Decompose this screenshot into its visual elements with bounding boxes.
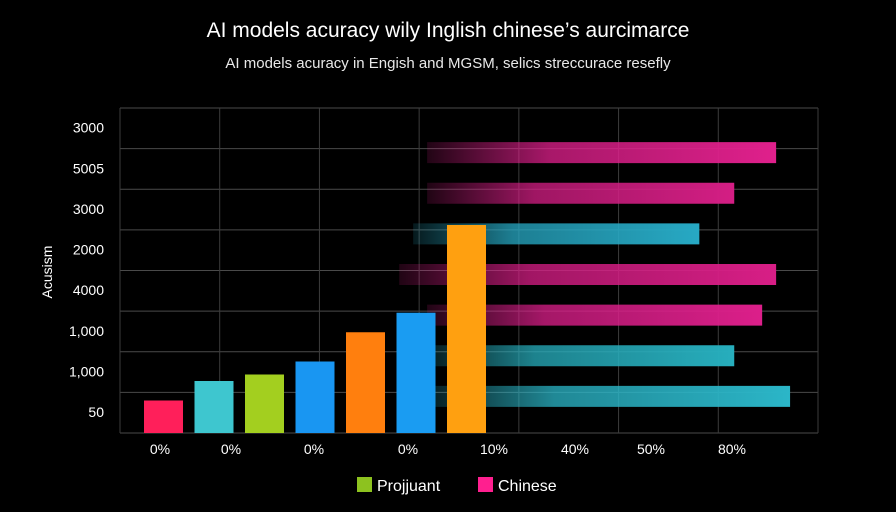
vertical-bar [295, 361, 335, 433]
y-tick-labels: 3000 5005 3000 2000 4000 1,000 1,000 50 [69, 120, 104, 420]
y-tick-label: 50 [88, 404, 104, 420]
vertical-bar [396, 312, 436, 433]
x-tick-label: 50% [637, 441, 665, 457]
horizontal-bar [427, 385, 791, 407]
y-tick-label: 1,000 [69, 323, 104, 339]
x-tick-label: 0% [304, 441, 324, 457]
legend-swatch [357, 477, 372, 492]
x-tick-label: 0% [398, 441, 418, 457]
chart-title: AI models acuracy wily Inglish chinese’s… [207, 19, 690, 42]
legend-swatch [478, 477, 493, 492]
vertical-bar [447, 225, 486, 433]
x-tick-labels: 0% 0% 0% 0% 10% 40% 50% 80% [150, 441, 746, 457]
legend: Projjuant Chinese [357, 477, 557, 495]
vertical-bars [144, 225, 486, 433]
x-tick-label: 0% [221, 441, 241, 457]
horizontal-bar [427, 304, 763, 326]
horizontal-bar [427, 182, 735, 204]
y-tick-label: 2000 [73, 242, 104, 258]
vertical-bar [245, 374, 284, 433]
x-tick-label: 40% [561, 441, 589, 457]
x-tick-label: 80% [718, 441, 746, 457]
x-tick-label: 10% [480, 441, 508, 457]
vertical-bar [144, 400, 183, 433]
horizontal-bar [427, 345, 735, 367]
x-tick-label: 0% [150, 441, 170, 457]
horizontal-bar [399, 264, 777, 285]
y-tick-label: 3000 [73, 201, 104, 217]
vertical-bar [194, 381, 234, 433]
horizontal-bar [427, 142, 777, 164]
y-axis-label: Acusism [39, 246, 55, 299]
chart-subtitle: AI models acuracy in Engish and MGSM, se… [225, 55, 671, 72]
y-tick-label: 4000 [73, 282, 104, 298]
y-tick-label: 1,000 [69, 363, 104, 379]
y-tick-label: 5005 [73, 160, 104, 176]
legend-label: Chinese [498, 478, 557, 495]
vertical-bar [346, 332, 385, 433]
y-tick-label: 3000 [73, 120, 104, 136]
legend-label: Projjuant [377, 478, 441, 495]
